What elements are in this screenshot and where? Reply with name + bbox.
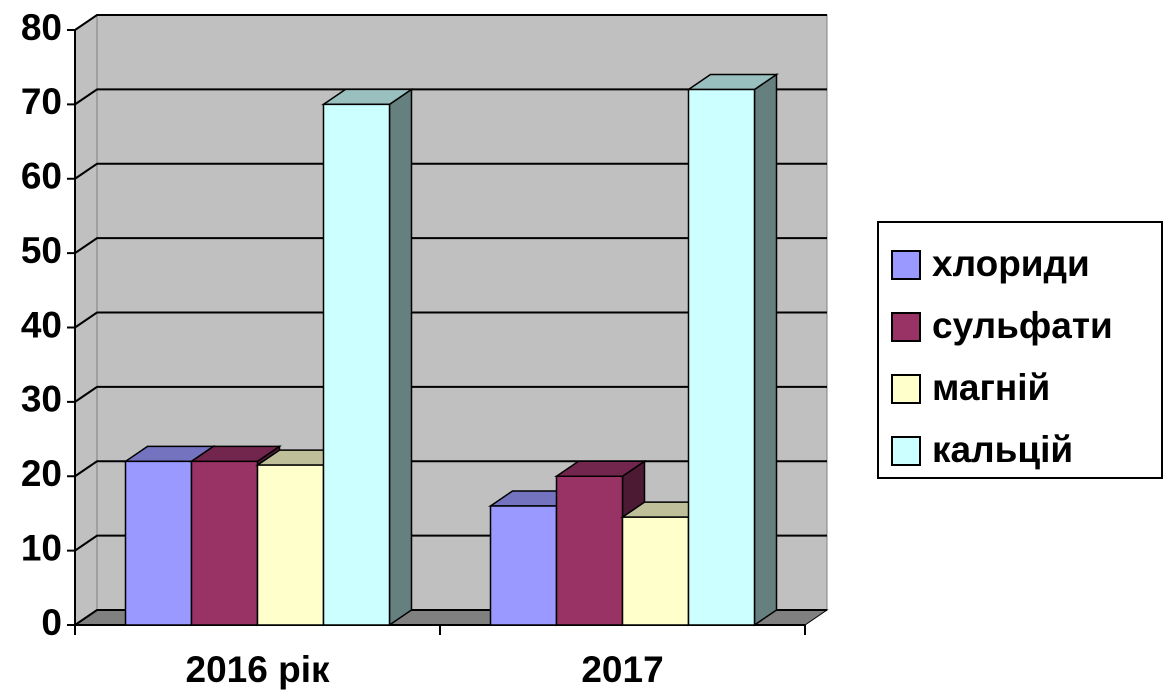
bar	[256, 464, 325, 626]
bar-side	[753, 73, 778, 627]
bar	[190, 460, 259, 626]
bar	[687, 88, 756, 626]
y-tick-label: 30	[21, 379, 62, 420]
bar	[621, 516, 690, 626]
legend-swatch	[891, 374, 921, 404]
y-tick-label: 10	[21, 527, 62, 568]
x-tick-label: 2017	[581, 649, 663, 690]
legend-box	[877, 221, 1163, 479]
bar	[124, 460, 193, 626]
legend-label: сульфати	[932, 305, 1113, 346]
bar	[322, 103, 391, 626]
grid-line	[74, 162, 827, 180]
bar	[555, 475, 624, 626]
grid-line	[74, 88, 827, 106]
y-tick-label: 80	[21, 7, 62, 48]
y-tick-label: 70	[21, 81, 62, 122]
bar-side	[388, 87, 413, 627]
y-tick-label: 40	[21, 304, 62, 345]
grid-line	[74, 311, 827, 329]
legend-swatch	[891, 312, 921, 342]
grid-line	[74, 14, 827, 31]
bar	[489, 505, 558, 626]
grid-line	[74, 385, 827, 403]
legend-swatch	[891, 250, 921, 280]
legend-label: кальцій	[932, 429, 1073, 470]
y-tick-label: 60	[21, 156, 62, 197]
legend-label: магній	[932, 367, 1050, 408]
y-tick-label: 50	[21, 230, 62, 271]
legend-label: хлориди	[932, 243, 1090, 284]
y-tick-label: 0	[41, 602, 62, 643]
x-tick-label: 2016 рік	[186, 649, 330, 690]
grid-line	[74, 237, 827, 254]
y-tick-label: 20	[21, 453, 62, 494]
legend-swatch	[891, 436, 921, 466]
